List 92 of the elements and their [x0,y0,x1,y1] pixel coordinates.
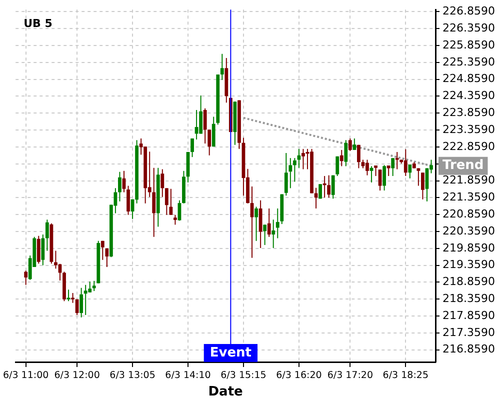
candlestick [71,292,74,304]
candlestick [348,138,352,152]
x-tick-label: 6/3 13:05 [110,370,156,382]
candlestick [331,174,335,200]
candlestick [152,167,156,238]
candlestick [126,185,130,216]
candlestick [80,287,84,318]
x-tick-label: 6/3 15:15 [220,370,266,382]
text: UB 5 [24,16,52,30]
y-tick-label: 223.3590 [442,122,496,136]
candlestick [199,95,203,134]
candlestick [284,152,288,196]
candlestick [336,156,340,176]
y-tick-label: 220.8590 [442,207,496,220]
candlestick [302,148,305,170]
candlestick [160,168,164,198]
candlestick [416,168,420,186]
candlestick [92,280,96,292]
y-tick-label: 226.3590 [442,21,496,34]
candlestick [66,289,70,302]
candlestick [24,270,28,286]
candlestick [41,234,45,266]
candlestick [169,188,173,216]
candlestick [84,284,88,316]
x-tick-label: 6/3 14:10 [165,370,211,382]
x-tick-label: 6/3 16:20 [276,370,322,382]
candlestick [288,158,292,189]
candlestick [212,116,216,148]
candlestick [75,298,79,316]
candlestick [267,208,271,238]
y-tick-label: 226.8590 [442,4,496,18]
candlestick [395,151,399,170]
y-tick-label: 224.8590 [442,72,496,86]
y-tick-label: 216.8590 [442,342,496,356]
x-axis-title: Date [208,384,244,400]
candlestick [382,164,386,192]
series-label: Trend [442,158,484,174]
candlestick [263,224,267,246]
y-tick-label: 225.8590 [442,38,496,52]
candlestick [404,148,408,176]
candlestick [250,186,254,258]
x-tick-label: 6/3 11:00 [3,370,49,382]
candlestick [327,174,331,198]
candlestick [203,108,207,144]
y-tick-label: 217.3590 [442,326,496,339]
y-tick-label: 225.3590 [442,55,496,68]
y-tick-label: 223.8590 [442,106,496,119]
candlestick [340,149,344,167]
candlestick [297,148,301,168]
candlestick [190,138,194,158]
candlestick [220,53,224,80]
candlestick [254,206,258,242]
candlestick [272,219,276,249]
ref-line-label: Event [210,345,252,360]
candlestick [421,172,424,200]
y-tick-label: 219.3590 [442,258,496,272]
candlestick [374,165,378,176]
candlestick [322,175,326,198]
x-tick-label: 6/3 12:00 [54,370,100,382]
x-tick-label: 6/3 18:25 [382,370,428,382]
candlestick [105,248,109,268]
y-tick-label: 219.8590 [442,241,496,254]
candlestick [314,187,318,209]
candlestick [54,250,58,270]
y-tick-label: 218.3590 [442,292,496,305]
candlestick [344,140,348,167]
candlestick [208,129,212,156]
candlestick [352,138,356,150]
candlestick [276,208,280,239]
y-tick-label: 220.3590 [442,224,496,238]
candlestick [45,219,49,252]
candlestick [292,158,296,182]
candlestick [173,214,177,226]
y-tick-label: 222.8590 [442,140,496,153]
x-tick-label: 6/3 17:20 [327,370,374,382]
candlestick [318,184,322,200]
candlestick [408,164,412,179]
y-tick-label: 224.3590 [442,89,496,102]
candlestick [164,188,168,216]
y-tick-label: 217.8590 [442,308,496,322]
candlestick [100,240,104,260]
candlestick [386,165,390,176]
y-tick-label: 221.8590 [442,174,496,187]
candlestick [356,144,360,169]
candlestick [36,235,40,264]
candlestick [118,171,122,202]
candlestick [391,158,395,176]
candlestick [366,159,369,176]
candlestick [258,200,262,249]
candlestick [88,281,92,293]
y-tick-label: 218.8590 [442,275,496,288]
y-tick-label: 221.3590 [442,190,496,204]
